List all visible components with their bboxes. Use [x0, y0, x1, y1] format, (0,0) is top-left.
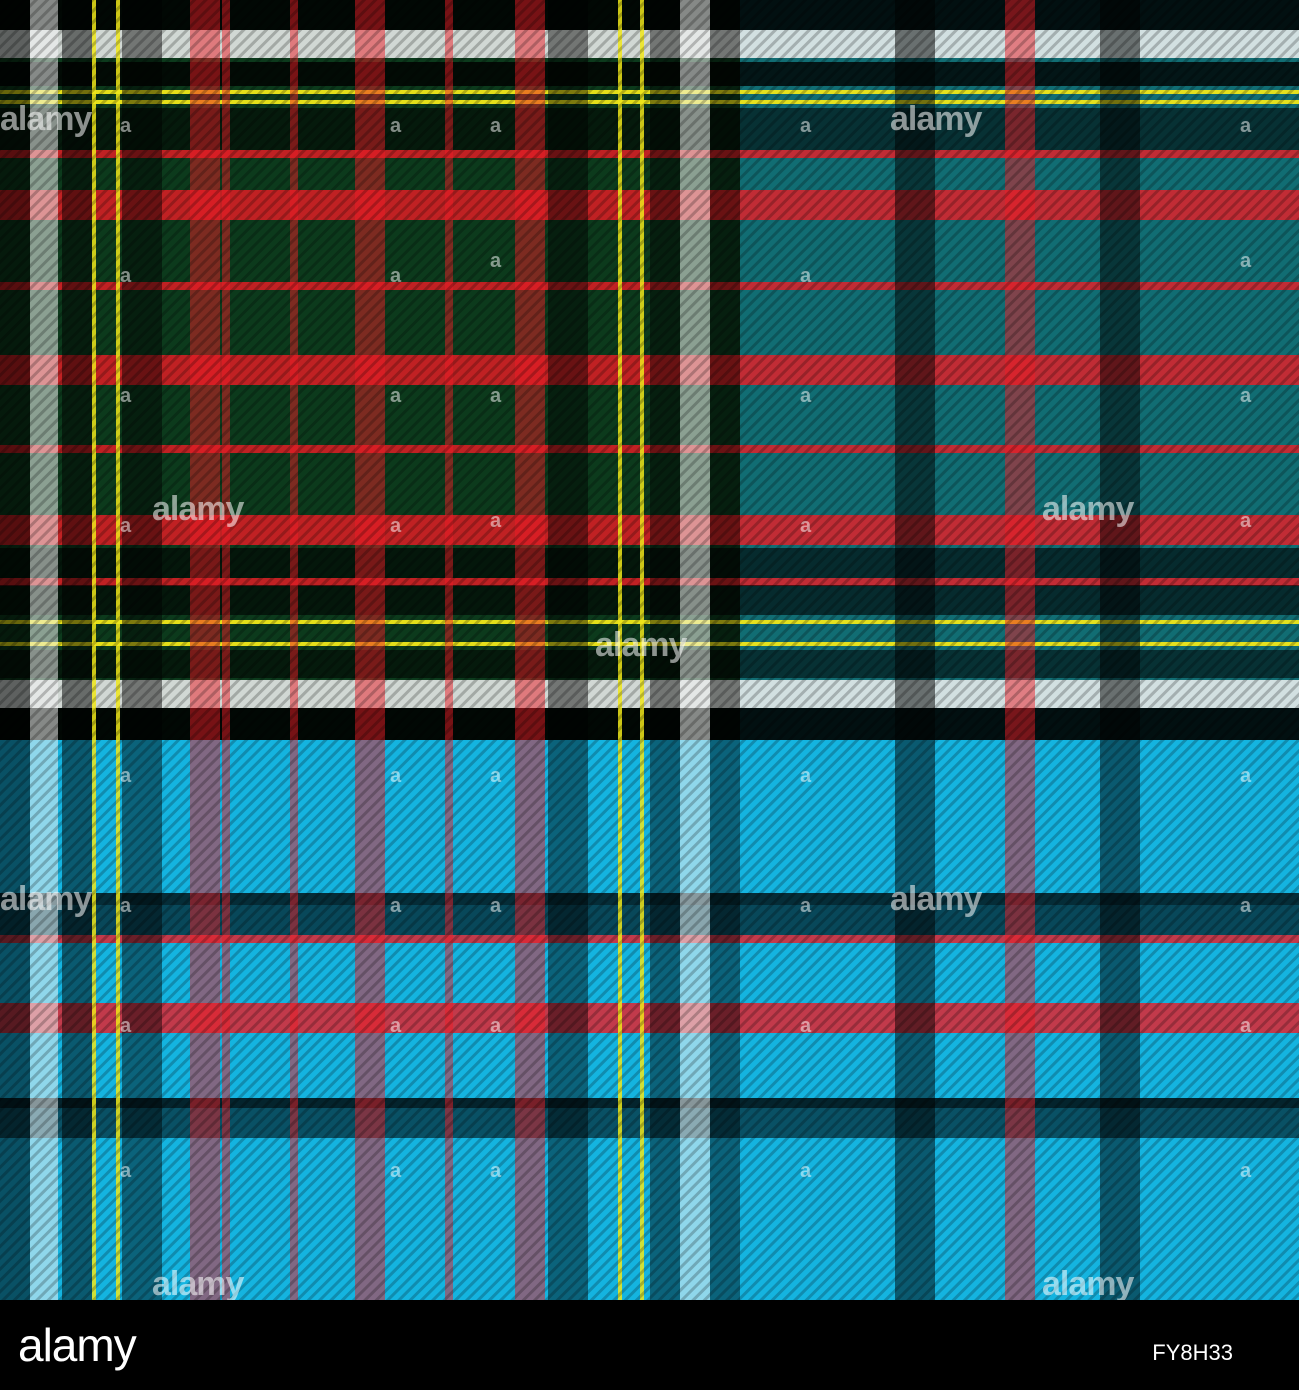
stock-footer-bar: alamy FY8H33: [0, 1300, 1299, 1390]
plaid-fabric: [0, 0, 1299, 1300]
image-id: FY8H33: [1152, 1340, 1233, 1365]
alamy-logo: alamy: [18, 1319, 137, 1371]
twill-texture: [0, 0, 1299, 1300]
